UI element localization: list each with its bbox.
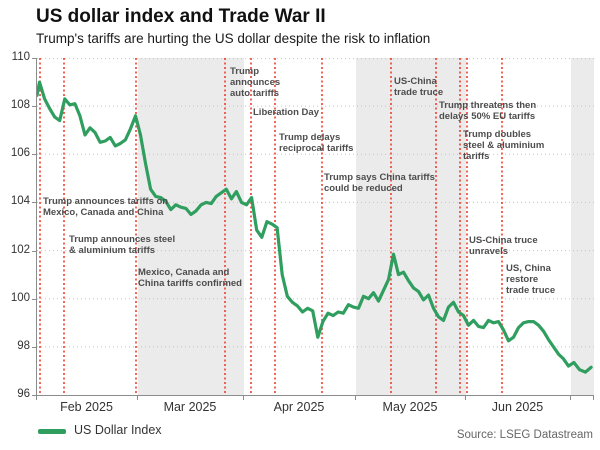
event-annotation: Trump says China tariffs could be reduce…: [324, 172, 435, 194]
x-axis-label: Apr 2025: [273, 400, 325, 414]
event-annotation: Trump announces tariffs on Mexico, Canad…: [43, 196, 169, 218]
y-axis-tick: [32, 202, 36, 204]
y-axis-tick: [32, 106, 36, 108]
y-axis-label: 98: [17, 339, 30, 352]
annotation-layer: Trump announces tariffs on Mexico, Canad…: [37, 58, 594, 395]
event-annotation: Trump delays reciprocal tariffs: [279, 132, 354, 154]
y-axis-tick: [32, 58, 36, 59]
y-axis-tick: [32, 346, 36, 348]
source-label: Source: LSEG Datastream: [456, 429, 593, 441]
event-annotation: Liberation Day: [253, 107, 319, 118]
y-axis-tick: [32, 298, 36, 300]
legend-line-swatch: [38, 429, 66, 434]
plot-svg: [37, 58, 594, 395]
plot-area: Trump announces tariffs on Mexico, Canad…: [36, 58, 594, 396]
y-axis-tick: [32, 154, 36, 156]
event-annotation: US-China truce unravels: [469, 235, 538, 257]
x-axis-tick: [593, 396, 594, 400]
chart-subtitle: Trump's tariffs are hurting the US dolla…: [36, 31, 431, 46]
month-band: [138, 58, 244, 395]
x-axis-tick: [465, 396, 466, 400]
y-axis-label: 104: [10, 195, 30, 208]
y-axis-tick: [32, 395, 36, 396]
y-axis-label: 96: [17, 388, 30, 400]
x-axis-tick: [354, 396, 356, 400]
event-annotation: US-China trade truce: [394, 76, 444, 98]
month-band: [356, 58, 466, 395]
x-axis-tick: [569, 396, 571, 400]
month-band: [571, 58, 594, 395]
x-axis-tick: [36, 396, 37, 400]
y-axis-label: 102: [10, 243, 30, 256]
event-annotation: US, China restore trade truce: [506, 263, 556, 296]
x-axis-label: Feb 2025: [60, 400, 113, 414]
x-axis-tick: [136, 396, 138, 400]
y-axis-tick: [32, 250, 36, 252]
event-annotation: Trump announces auto tariffs: [230, 66, 281, 99]
x-axis-label: May 2025: [382, 400, 438, 414]
y-axis-label: 110: [11, 51, 30, 63]
usd-index-line: [37, 80, 593, 374]
legend-label: US Dollar Index: [74, 423, 162, 437]
event-annotation: Trump announces steel & aluminium tariff…: [69, 234, 176, 256]
x-axis-tick: [242, 396, 244, 400]
chart-title: US dollar index and Trade War II: [36, 6, 326, 27]
y-axis-label: 106: [10, 147, 30, 160]
y-axis-label: 108: [10, 99, 30, 112]
x-axis-label: Mar 2025: [163, 400, 217, 414]
event-annotation: Trump threatens then delays 50% EU tarif…: [439, 100, 537, 122]
event-annotation: Trump doubles steel & aluminium tariffs: [463, 129, 545, 162]
y-axis-label: 100: [10, 291, 30, 304]
event-annotation: Mexico, Canada and China tariffs confirm…: [138, 267, 242, 289]
x-axis-label: Jun 2025: [491, 400, 544, 414]
